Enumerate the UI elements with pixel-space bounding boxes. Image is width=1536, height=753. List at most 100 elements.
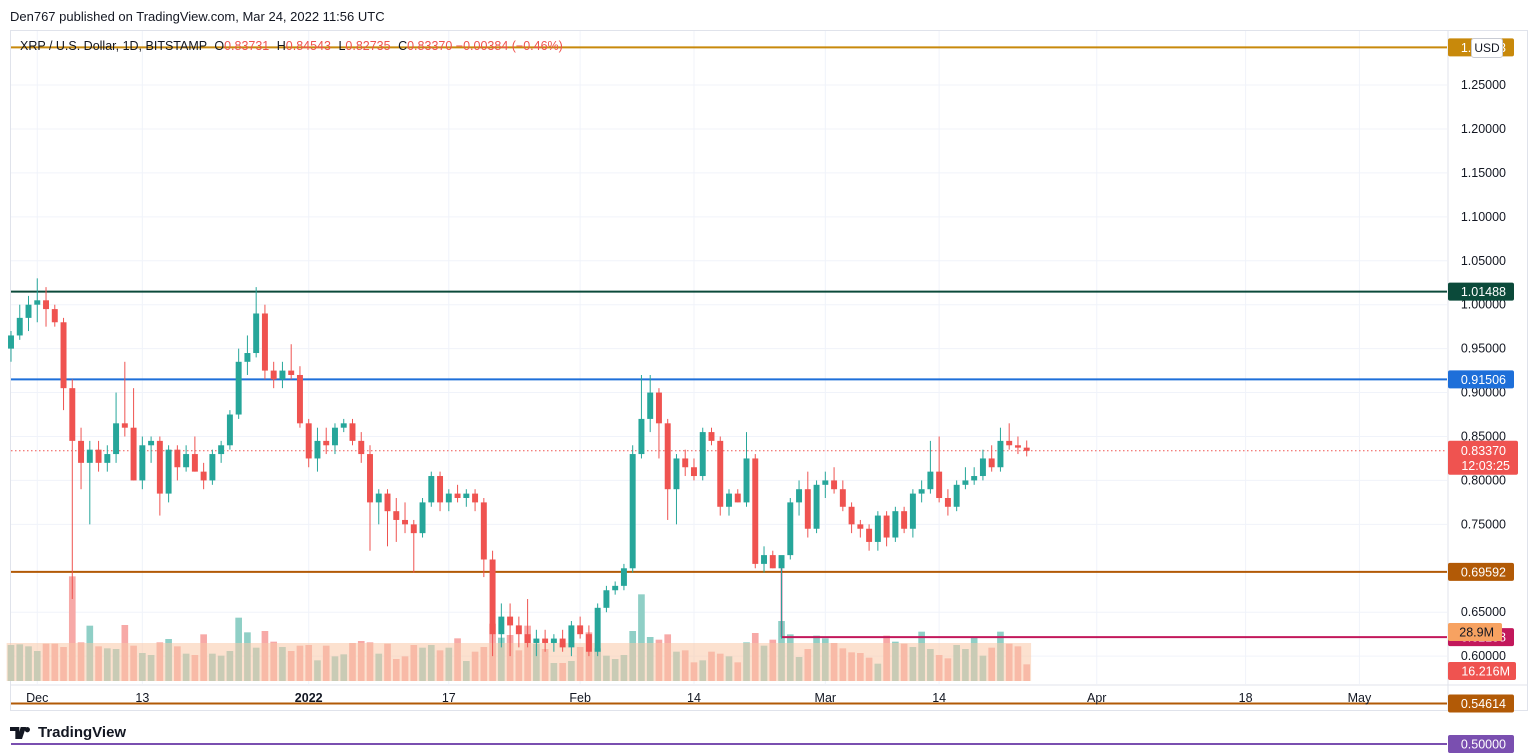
time-tick-label: 2022	[295, 691, 323, 705]
legend-high-value: 0.84543	[285, 39, 331, 53]
candle-body	[585, 634, 592, 652]
candle-body	[113, 423, 120, 455]
candle-body	[156, 440, 163, 494]
candle-body	[734, 493, 741, 503]
candle-body	[953, 484, 960, 507]
candle-body	[962, 480, 969, 485]
chart-frame	[10, 30, 1528, 711]
footer-brand-text: TradingView	[38, 724, 127, 741]
currency-button[interactable]: USD	[1471, 38, 1503, 58]
candle-body	[1023, 447, 1030, 451]
time-tick-label: Apr	[1087, 691, 1106, 705]
price-tick-label: 0.75000	[1461, 517, 1506, 531]
candle-body	[857, 524, 864, 529]
candle-body	[43, 300, 50, 310]
legend-open-key: O	[214, 39, 225, 53]
candle-body	[218, 445, 225, 455]
candle-body	[647, 392, 654, 419]
time-tick-label: May	[1348, 691, 1372, 705]
bar-countdown-label: 12:03:25	[1461, 459, 1510, 473]
candle-body	[69, 388, 76, 441]
candle-body	[200, 471, 207, 481]
candle-body	[8, 335, 14, 349]
time-tick-label: 13	[135, 691, 149, 705]
candle-body	[752, 458, 759, 564]
price-tick-label: 1.10000	[1461, 210, 1506, 224]
candle-body	[104, 454, 111, 463]
level-price-label: 1.01488	[1461, 285, 1506, 299]
time-tick-label: 14	[687, 691, 701, 705]
legend-low-key: L	[338, 39, 346, 53]
candle-body	[550, 638, 557, 643]
candle-body	[673, 458, 680, 490]
price-tick-label: 1.15000	[1461, 166, 1506, 180]
candle-body	[331, 427, 338, 446]
level-price-tag	[1448, 562, 1514, 581]
time-tick-label: 14	[932, 691, 946, 705]
candle-body	[1006, 440, 1013, 446]
level-price-tag	[1448, 282, 1514, 301]
candle-body	[778, 555, 785, 569]
time-tick-label: 17	[442, 691, 456, 705]
candle-body	[191, 454, 198, 472]
tradingview-logo-icon	[10, 726, 30, 739]
candle-body	[16, 317, 23, 336]
candle-body	[419, 502, 426, 534]
level-price-tag	[1448, 370, 1514, 389]
candle-body	[165, 449, 172, 494]
candle-body	[594, 607, 601, 652]
candle-body	[244, 353, 251, 362]
footer-brand: TradingView	[10, 724, 126, 741]
candle-body	[848, 506, 855, 525]
price-tick-label: 1.20000	[1461, 122, 1506, 136]
candle-body	[559, 638, 566, 648]
candle-body	[936, 471, 943, 498]
candle-body	[489, 559, 496, 635]
candle-body	[796, 489, 803, 503]
legend-symbol: XRP / U.S. Dollar, 1D, BITSTAMP	[20, 39, 207, 53]
candle-body	[25, 304, 32, 318]
candle-body	[813, 484, 820, 529]
candle-body	[708, 432, 715, 441]
candle-body	[997, 440, 1004, 468]
candle-body	[174, 449, 181, 468]
price-tick-label: 0.85000	[1461, 429, 1506, 443]
candle-body	[918, 489, 925, 494]
price-tick-label: 0.80000	[1461, 473, 1506, 487]
candle-body	[402, 519, 409, 525]
candle-body	[375, 493, 382, 503]
candle-body	[507, 616, 514, 626]
volume-last-tag	[1448, 662, 1516, 680]
candle-body	[515, 625, 522, 635]
candle-body	[51, 309, 58, 323]
candle-body	[787, 502, 794, 556]
legend-change: −0.00384 (−0.46%)	[455, 39, 563, 53]
candle-body	[130, 427, 137, 481]
candle-body	[839, 489, 846, 507]
candle-body	[183, 454, 190, 468]
candle-body	[305, 423, 312, 459]
legend-close-key: C	[398, 39, 408, 53]
candle-body	[638, 418, 645, 455]
price-tick-label: 1.05000	[1461, 254, 1506, 268]
candle-body	[866, 528, 873, 542]
candle-body	[367, 454, 373, 503]
candle-body	[95, 449, 102, 463]
candle-body	[340, 423, 347, 428]
candle-body	[629, 454, 636, 569]
candle-body	[60, 322, 67, 389]
candle-body	[393, 511, 400, 520]
candle-body	[971, 476, 978, 481]
candle-body	[472, 493, 479, 503]
level-price-label: 0.91506	[1461, 373, 1506, 387]
candle-body	[804, 489, 811, 529]
candle-body	[831, 480, 838, 490]
time-tick-label: 18	[1239, 691, 1253, 705]
candle-body	[533, 638, 540, 643]
candle-body	[664, 423, 671, 490]
candle-body	[288, 370, 295, 375]
candle-body	[717, 440, 724, 507]
candle-body	[261, 313, 268, 371]
volume-last-label: 16.216M	[1461, 665, 1510, 679]
